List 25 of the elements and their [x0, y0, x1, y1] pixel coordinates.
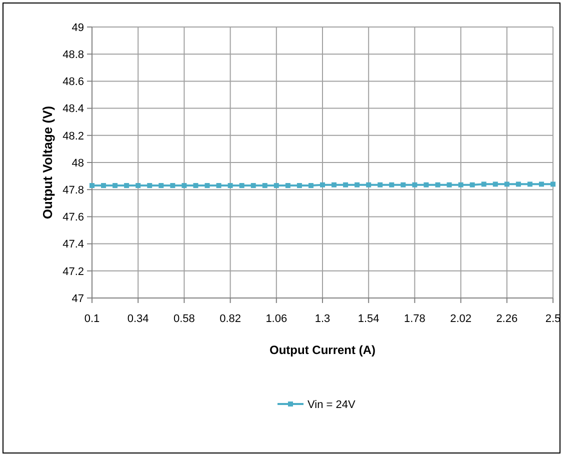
x-tick-label: 0.82: [220, 313, 242, 325]
legend-label: Vin = 24V: [308, 398, 356, 411]
y-tick-label: 49: [72, 22, 84, 34]
x-tick-label: 1.06: [266, 313, 288, 325]
x-tick-label: 0.58: [173, 313, 195, 325]
y-tick-label: 48.6: [62, 76, 84, 88]
y-tick-label: 47.8: [62, 184, 84, 196]
y-tick-label: 47.6: [62, 212, 84, 224]
y-axis-title: Output Voltage (V): [40, 106, 55, 220]
x-tick-label: 0.34: [127, 313, 149, 325]
x-tick-label: 2.26: [496, 313, 518, 325]
x-tick-label: 2.5: [545, 313, 561, 325]
y-tick-label: 48.8: [62, 48, 84, 61]
x-axis-title: Output Current (A): [270, 343, 376, 357]
x-tick-label: 1.78: [404, 313, 426, 325]
x-tick-label: 1.54: [358, 313, 380, 325]
y-tick-label: 47.4: [62, 238, 84, 251]
y-tick-label: 47.2: [62, 266, 84, 278]
x-tick-label: 2.02: [450, 313, 472, 325]
y-tick-label: 47: [72, 292, 84, 305]
y-tick-label: 48.4: [62, 103, 84, 116]
y-tick-label: 48.2: [62, 130, 84, 142]
x-tick-label: 1.3: [314, 313, 330, 325]
x-tick-label: 0.1: [84, 313, 100, 325]
y-tick-label: 48: [72, 157, 84, 170]
